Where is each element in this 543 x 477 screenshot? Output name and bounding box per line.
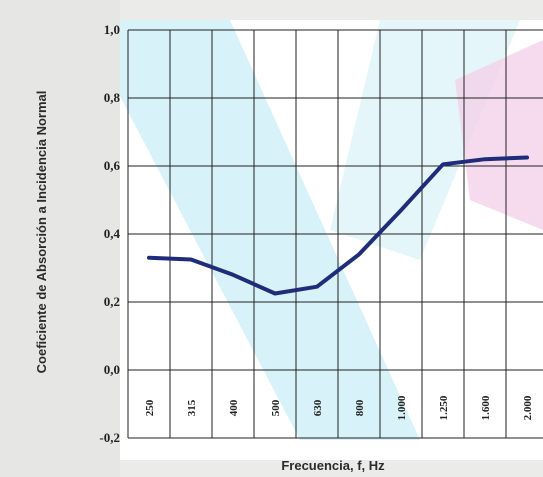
y-tick-label: 0,0: [104, 362, 120, 377]
y-tick-label: -0,2: [99, 430, 120, 445]
y-tick-label: 0,6: [104, 158, 121, 173]
y-axis-title: Coeficiente de Absorción a Incidencia No…: [34, 91, 49, 374]
x-tick-label: 250: [144, 399, 156, 416]
series-layer: [147, 155, 529, 296]
x-tick-label: 400: [228, 399, 240, 416]
x-tick-label: 1.000: [396, 395, 408, 420]
series-line: [147, 155, 529, 296]
y-tick-label: 0,2: [104, 294, 120, 309]
y-tick-label: 1,0: [104, 22, 120, 37]
x-tick-label: 630: [312, 399, 324, 416]
x-axis-title: Frecuencia, f, Hz: [281, 458, 385, 473]
y-tick-label: 0,8: [104, 90, 121, 105]
grid: [127, 29, 543, 439]
x-tick-label: 500: [270, 399, 282, 416]
x-tick-label: 1.600: [480, 395, 492, 420]
x-tick-label: 1.250: [438, 395, 450, 420]
x-tick-label: 800: [354, 399, 366, 416]
x-tick-label: 315: [186, 399, 198, 416]
x-tick-labels: 250 315 400 500 630 800 1.000 1.250 1.600 2.000: [144, 395, 534, 420]
x-tick-label: 2.000: [522, 395, 534, 420]
y-tick-labels: 1,0 0,8 0,6 0,4 0,2 0,0 -0,2: [99, 22, 120, 445]
y-tick-label: 0,4: [104, 226, 121, 241]
